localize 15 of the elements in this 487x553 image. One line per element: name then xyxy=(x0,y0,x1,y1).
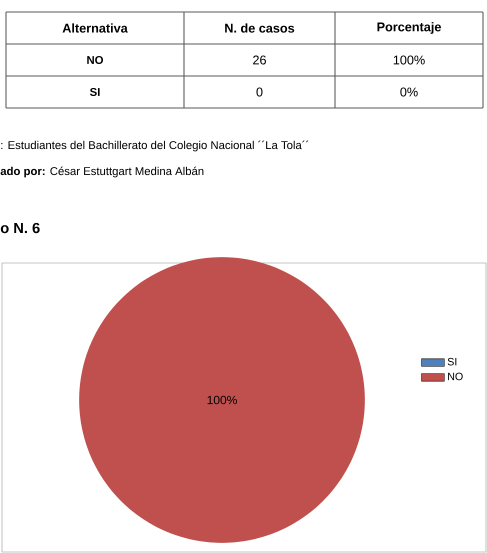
legend-label: NO xyxy=(448,372,463,380)
text: ado por: César Estuttgart Medina Albán xyxy=(0,166,204,178)
text: 100% xyxy=(394,56,425,64)
text: NO xyxy=(87,56,104,64)
text: Porcentaje xyxy=(377,22,441,34)
data-label: 100% xyxy=(208,396,237,404)
legend-label: SI xyxy=(448,358,456,366)
text: : Estudiantes del Bachillerato del Colegio Nacional ´´La Tola´´ xyxy=(1,140,308,152)
text: 0% xyxy=(400,88,418,96)
text: 0 xyxy=(256,88,263,96)
text: Alternativa xyxy=(62,23,128,33)
text: 26 xyxy=(253,56,266,64)
text: N. de casos xyxy=(225,23,294,33)
chart-title: o N. 6 xyxy=(0,222,40,234)
text: SI xyxy=(90,88,100,96)
